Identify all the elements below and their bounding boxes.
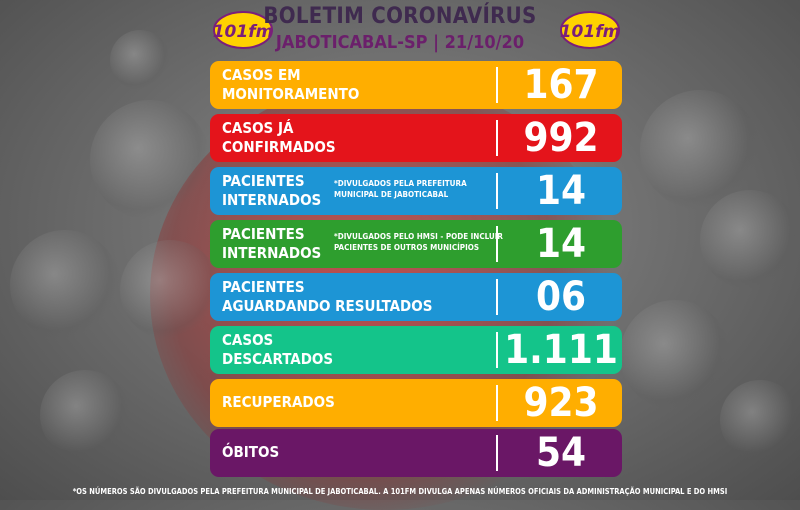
divider [496, 120, 498, 156]
footer-disclaimer: *OS NÚMEROS SÃO DIVULGADOS PELA PREFEITU… [72, 487, 728, 496]
background-virus [120, 240, 220, 340]
page-title: BOLETIM CORONAVÍRUS [263, 4, 537, 29]
stat-row-recovered: RECUPERADOS 923 [210, 379, 622, 427]
stat-label: CASOS DESCARTADOS [222, 331, 334, 368]
stat-label: PACIENTES AGUARDANDO RESULTADOS [222, 278, 433, 315]
stat-note: *DIVULGADOS PELA PREFEITURA MUNICIPAL DE… [334, 179, 467, 199]
stat-row-awaiting-results: PACIENTES AGUARDANDO RESULTADOS 06 [210, 273, 622, 321]
stat-label: RECUPERADOS [222, 393, 335, 411]
stat-value: 992 [523, 115, 599, 161]
stat-value: 1.111 [504, 327, 618, 373]
stat-value: 54 [535, 430, 587, 476]
background-virus [620, 300, 730, 410]
stat-row-hospitalized-hmsi: PACIENTES INTERNADOS *DIVULGADOS PELO HMS… [210, 220, 622, 268]
stat-value: 923 [523, 380, 599, 426]
divider [496, 385, 498, 421]
stat-label: PACIENTES INTERNADOS [222, 225, 322, 262]
divider [496, 173, 498, 209]
background-virus [10, 230, 120, 340]
background-virus [640, 90, 760, 210]
background-virus [40, 370, 130, 460]
stat-label: CASOS EM MONITORAMENTO [222, 66, 360, 103]
background-virus [110, 30, 170, 90]
stat-row-deaths: ÓBITOS 54 [210, 429, 622, 477]
divider [496, 279, 498, 315]
stat-row-confirmed: CASOS JÁ CONFIRMADOS 992 [210, 114, 622, 162]
background-virus [720, 380, 800, 460]
divider [496, 332, 498, 368]
divider [496, 226, 498, 262]
divider [496, 67, 498, 103]
background-virus [90, 100, 210, 220]
stat-row-discarded: CASOS DESCARTADOS 1.111 [210, 326, 622, 374]
divider [496, 435, 498, 471]
stat-value: 167 [523, 62, 599, 108]
stat-value: 14 [535, 221, 587, 267]
stat-label: ÓBITOS [222, 443, 280, 461]
stat-row-monitoring: CASOS EM MONITORAMENTO 167 [210, 61, 622, 109]
radio-logo-icon: 101fm [213, 11, 273, 49]
stat-value: 14 [535, 168, 587, 214]
stat-note: *DIVULGADOS PELO HMSI - PODE INCLUIR PAC… [334, 232, 503, 252]
background-virus [700, 190, 800, 290]
radio-logo-text: 101fm [213, 22, 273, 42]
page-subtitle: JABOTICABAL-SP | 21/10/20 [275, 32, 525, 53]
stat-label: CASOS JÁ CONFIRMADOS [222, 119, 336, 156]
stat-value: 06 [535, 274, 587, 320]
header: 101fm BOLETIM CORONAVÍRUS JABOTICABAL-SP… [0, 0, 800, 60]
radio-logo-text: 101fm [560, 22, 620, 42]
radio-logo-icon: 101fm [560, 11, 620, 49]
stat-row-hospitalized-prefeitura: PACIENTES INTERNADOS *DIVULGADOS PELA PRE… [210, 167, 622, 215]
stat-label: PACIENTES INTERNADOS [222, 172, 322, 209]
